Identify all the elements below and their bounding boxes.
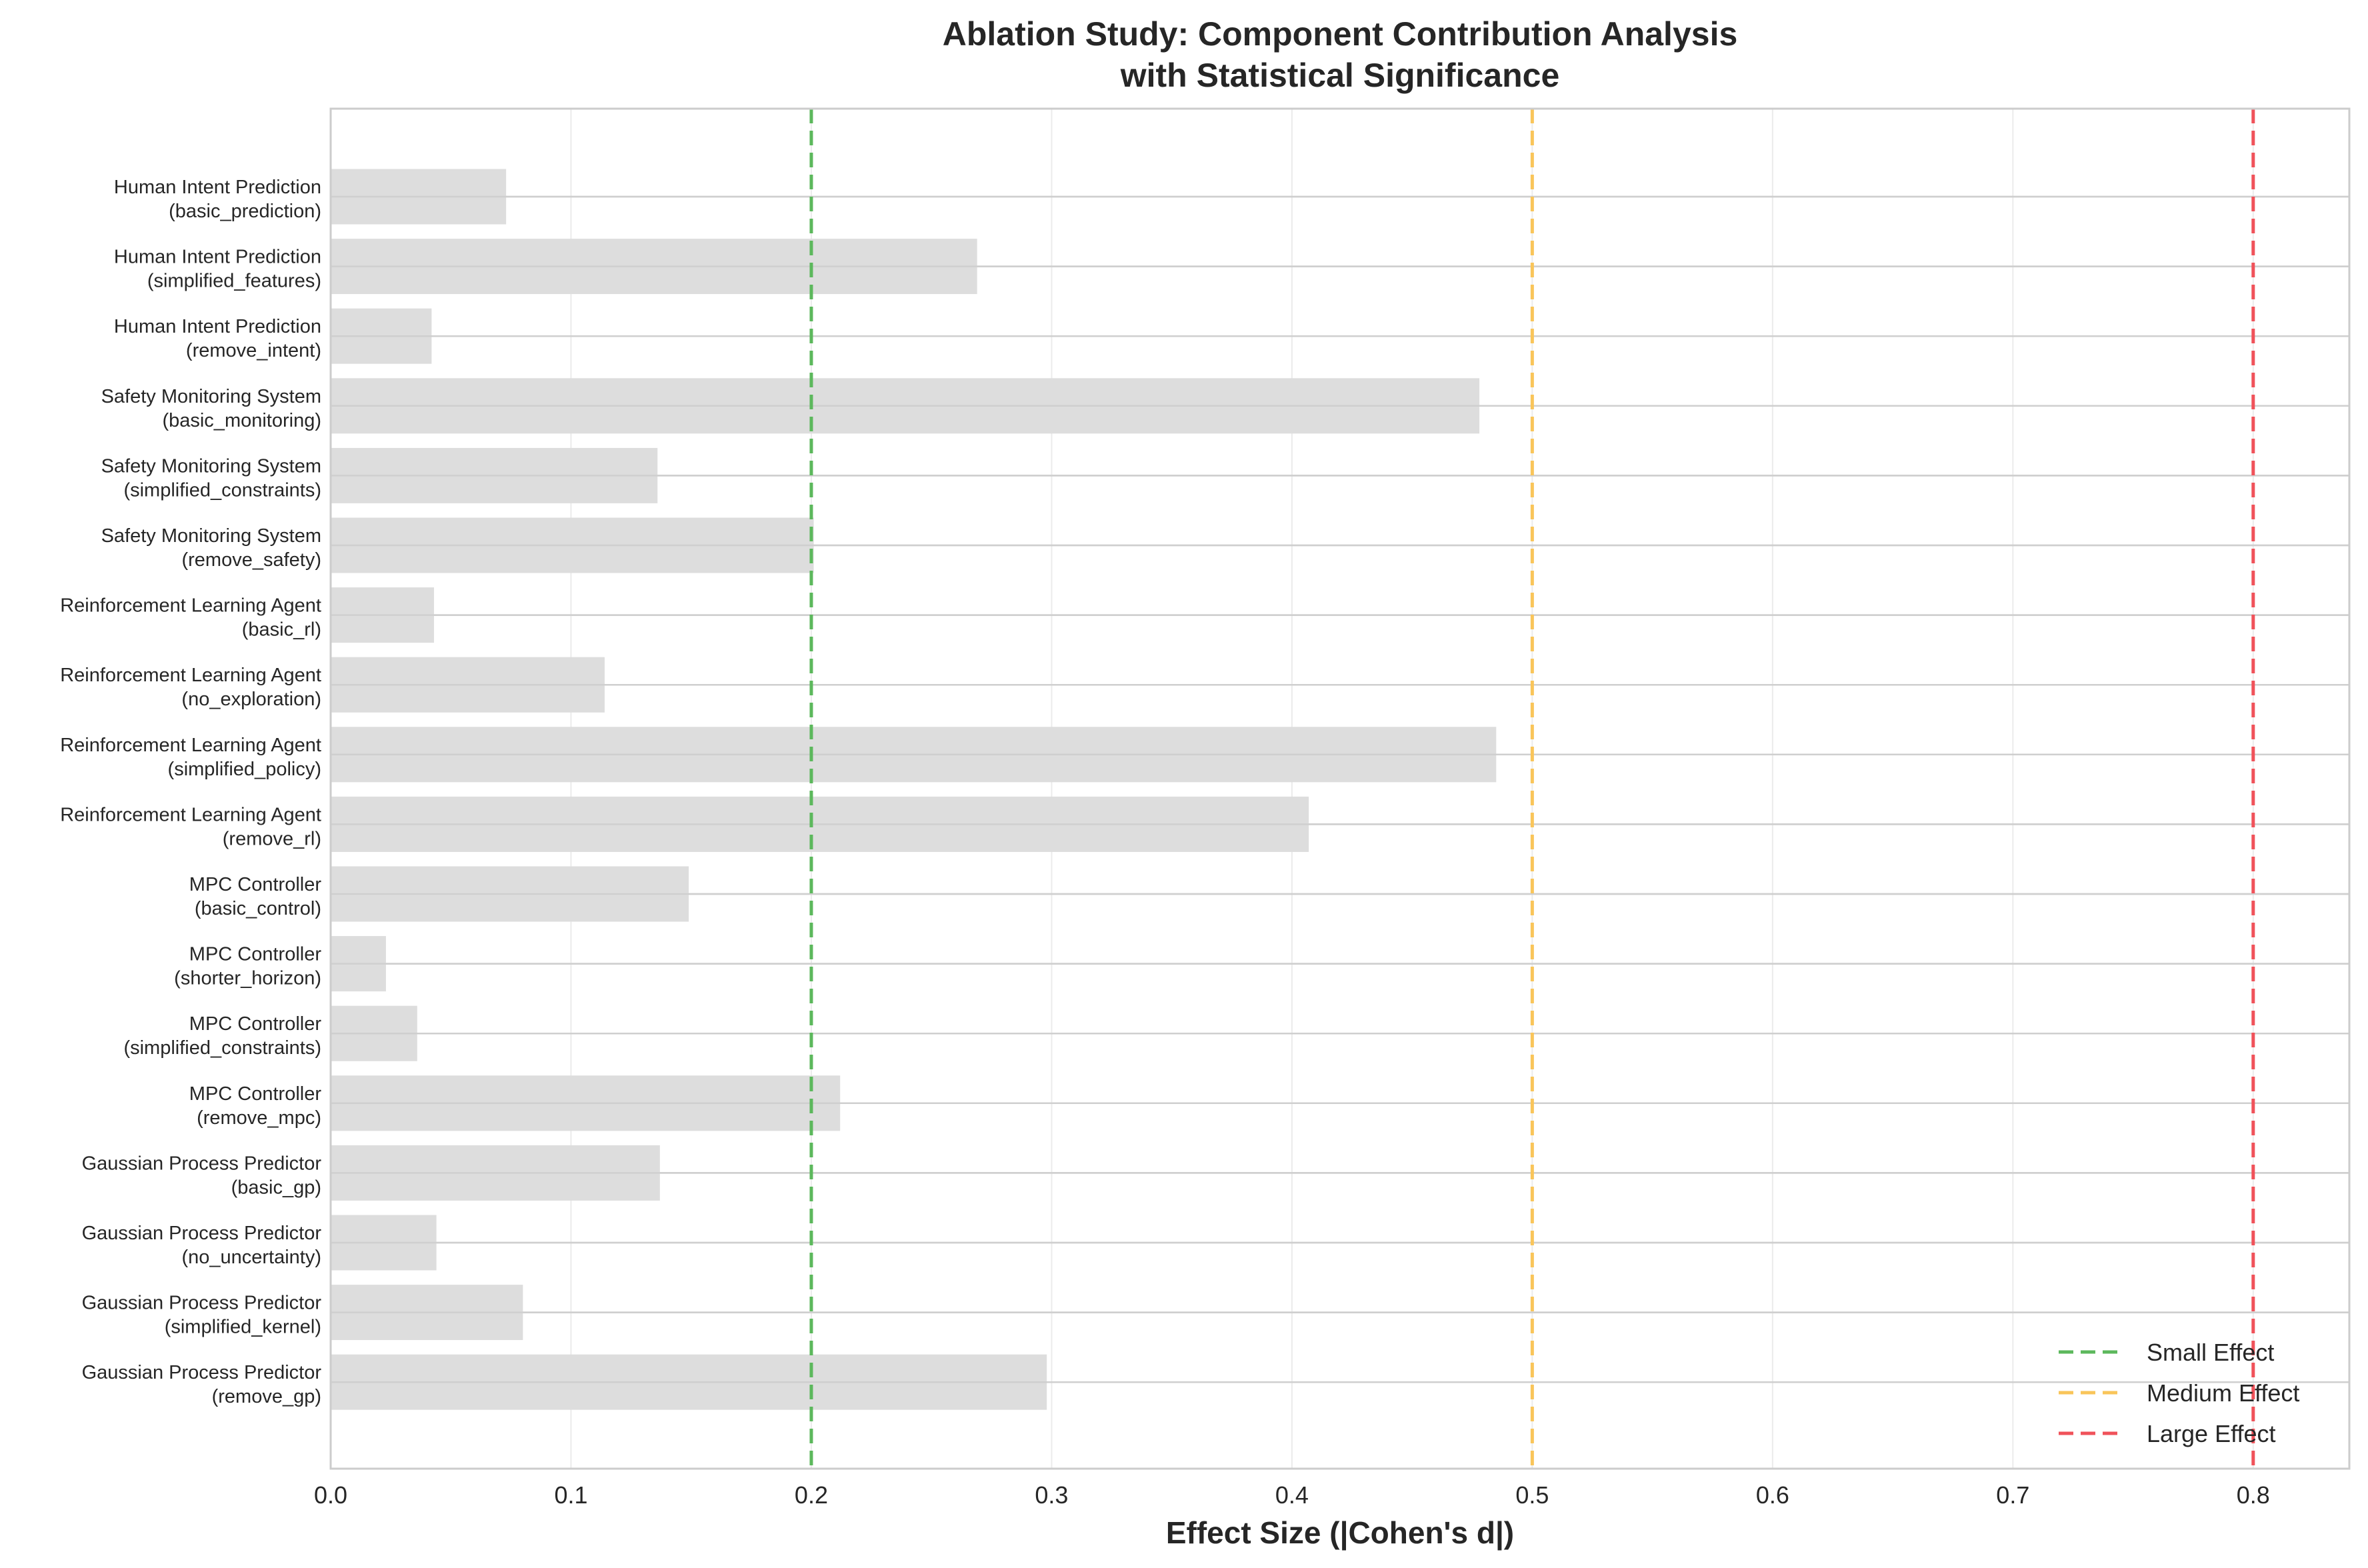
plot-frame xyxy=(329,107,2351,1470)
legend: Small Effect Medium Effect Large Effect xyxy=(2059,1339,2299,1447)
y-tick-label-variant: (simplified_features) xyxy=(147,271,321,292)
y-tick-label-variant: (basic_monitoring) xyxy=(162,410,321,431)
x-tick-label: 0.4 xyxy=(1275,1481,1309,1509)
y-tick-label-component: Human Intent Prediction xyxy=(114,247,321,268)
y-tick-label-variant: (basic_gp) xyxy=(231,1177,321,1198)
y-tick-label-variant: (simplified_constraints) xyxy=(123,1037,321,1059)
y-tick-label-component: MPC Controller xyxy=(189,874,322,895)
x-tick-label: 0.3 xyxy=(1035,1481,1068,1509)
y-tick-label-component: Reinforcement Learning Agent xyxy=(60,804,321,825)
y-tick-label-variant: (basic_rl) xyxy=(242,619,321,641)
y-tick-label-component: Human Intent Prediction xyxy=(114,316,321,337)
y-tick-label-component: Safety Monitoring System xyxy=(101,386,321,407)
legend-label: Large Effect xyxy=(2147,1420,2275,1447)
y-tick-label-component: Gaussian Process Predictor xyxy=(82,1293,322,1314)
y-tick-label-component: Reinforcement Learning Agent xyxy=(60,665,321,686)
chart-title-line-2: with Statistical Significance xyxy=(1120,57,1560,94)
x-tick-label: 0.0 xyxy=(314,1481,347,1509)
y-tick-label-variant: (remove_rl) xyxy=(223,828,321,849)
y-tick-label-variant: (basic_prediction) xyxy=(169,201,321,222)
y-tick-label-variant: (simplified_kernel) xyxy=(165,1317,321,1338)
x-tick-label: 0.7 xyxy=(1996,1481,2029,1509)
y-tick-label-variant: (shorter_horizon) xyxy=(174,968,321,989)
x-axis-title: Effect Size (|Cohen's d|) xyxy=(1166,1515,1514,1550)
y-tick-label-component: Gaussian Process Predictor xyxy=(82,1362,322,1383)
x-tick-label: 0.2 xyxy=(795,1481,828,1509)
x-tick-label: 0.8 xyxy=(2237,1481,2270,1509)
y-tick-labels: Human Intent Prediction (basic_prediction… xyxy=(60,177,321,1407)
y-tick-label-variant: (no_exploration) xyxy=(181,689,321,710)
legend-label: Small Effect xyxy=(2147,1339,2274,1366)
y-tick-label-variant: (remove_safety) xyxy=(181,549,321,571)
y-tick-label-variant: (simplified_policy) xyxy=(168,759,321,780)
y-tick-label-component: Human Intent Prediction xyxy=(114,177,321,198)
y-tick-label-component: Safety Monitoring System xyxy=(101,525,321,547)
y-tick-label-component: Safety Monitoring System xyxy=(101,455,321,477)
y-tick-label-component: MPC Controller xyxy=(189,1013,322,1035)
bars xyxy=(331,169,2349,1410)
x-tick-label: 0.5 xyxy=(1515,1481,1549,1509)
x-tick-label: 0.1 xyxy=(554,1481,587,1509)
chart-title-line-1: Ablation Study: Component Contribution A… xyxy=(943,15,1738,53)
y-tick-label-variant: (simplified_constraints) xyxy=(123,479,321,501)
x-tick-label: 0.6 xyxy=(1756,1481,1789,1509)
y-tick-label-component: Reinforcement Learning Agent xyxy=(60,595,321,617)
y-tick-label-variant: (remove_gp) xyxy=(212,1386,321,1407)
x-ticks: 0.0 0.1 0.2 0.3 0.4 0.5 0.6 0.7 0.8 xyxy=(314,1481,2270,1509)
y-tick-label-variant: (basic_control) xyxy=(195,898,321,919)
y-tick-label-component: MPC Controller xyxy=(189,1083,322,1105)
y-tick-label-component: MPC Controller xyxy=(189,944,322,965)
y-tick-label-component: Reinforcement Learning Agent xyxy=(60,735,321,756)
y-tick-label-variant: (no_uncertainty) xyxy=(181,1247,321,1268)
y-tick-label-variant: (remove_intent) xyxy=(186,340,321,361)
y-tick-label-variant: (remove_mpc) xyxy=(197,1107,321,1129)
legend-label: Medium Effect xyxy=(2147,1379,2299,1407)
reference-lines xyxy=(809,109,2255,1469)
y-tick-label-component: Gaussian Process Predictor xyxy=(82,1223,322,1244)
y-tick-label-component: Gaussian Process Predictor xyxy=(82,1153,322,1174)
